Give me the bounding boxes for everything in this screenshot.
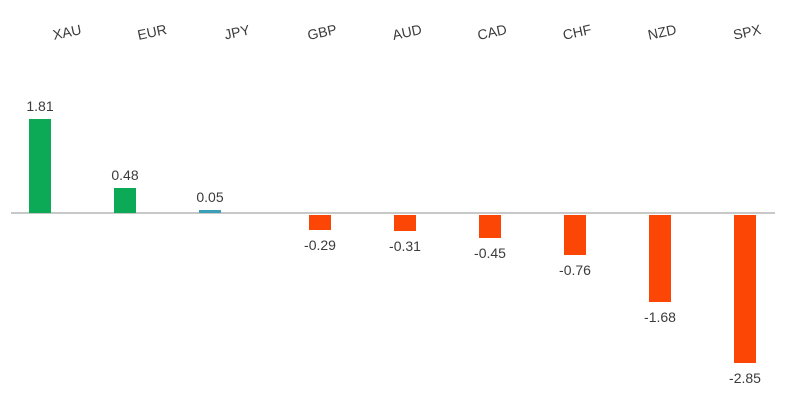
value-label-aud: -0.31 [389, 238, 421, 254]
value-label-chf: -0.76 [559, 262, 591, 278]
bar-chf [564, 215, 586, 255]
bar-aud [394, 215, 416, 231]
category-label-spx: SPX [731, 21, 763, 43]
value-label-gbp: -0.29 [304, 237, 336, 253]
category-label-jpy: JPY [222, 21, 252, 43]
category-label-xau: XAU [51, 21, 83, 43]
bar-spx [734, 215, 756, 363]
value-label-spx: -2.85 [729, 370, 761, 386]
bar-xau [29, 119, 51, 213]
value-label-xau: 1.81 [26, 98, 54, 114]
value-label-nzd: -1.68 [644, 309, 676, 325]
category-label-gbp: GBP [305, 21, 339, 43]
category-label-chf: CHF [561, 21, 593, 43]
category-label-aud: AUD [390, 21, 424, 43]
bar-gbp [309, 215, 331, 230]
bar-eur [114, 188, 136, 213]
bar-jpy [199, 210, 221, 213]
category-label-cad: CAD [475, 21, 509, 43]
value-label-jpy: 0.05 [196, 189, 224, 205]
bar-nzd [649, 215, 671, 302]
bar-cad [479, 215, 501, 238]
x-axis-zero-line [11, 212, 775, 214]
value-label-cad: -0.45 [474, 245, 506, 261]
value-label-eur: 0.48 [111, 167, 139, 183]
category-label-eur: EUR [135, 21, 169, 43]
category-label-nzd: NZD [646, 21, 678, 43]
